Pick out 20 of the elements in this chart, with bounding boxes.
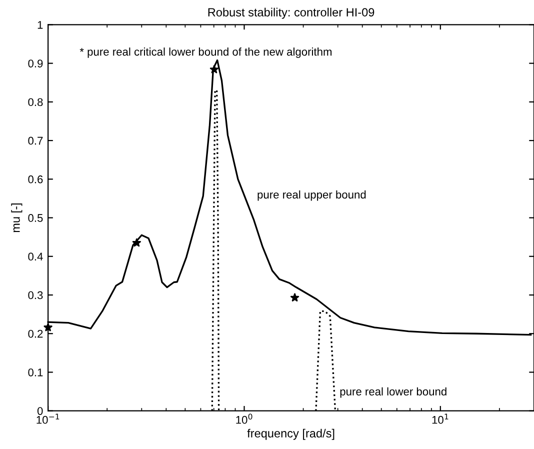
series-label: pure real lower bound xyxy=(340,387,446,398)
y-tick-label: 0.9 xyxy=(28,60,43,68)
y-tick-label: 0.1 xyxy=(28,368,43,376)
y-tick-label: 0.3 xyxy=(28,291,43,300)
chart-title: Robust stability: controller HI-09 xyxy=(208,8,374,19)
y-tick-label: 0.5 xyxy=(28,214,43,222)
y-axis-title: mu [-] xyxy=(11,204,22,232)
x-tick-label: 10$^{1}$ xyxy=(432,414,448,424)
x-tick-label: 10$^{0}$ xyxy=(236,414,252,424)
series-label: * pure real critical lower bound of the new algorithm xyxy=(80,48,332,58)
y-tick-label: 0.8 xyxy=(28,98,43,106)
y-tick-label: 1 xyxy=(38,21,43,29)
x-tick-label: 10$^{−1}$ xyxy=(36,414,60,424)
y-tick-label: 0.4 xyxy=(28,252,43,261)
y-tick-label: 0.7 xyxy=(28,136,43,145)
series-label: pure real upper bound xyxy=(258,190,366,201)
y-tick-label: 0.6 xyxy=(28,175,43,184)
x-axis-title: frequency [rad/s] xyxy=(247,428,334,440)
y-tick-label: 0 xyxy=(37,407,43,415)
y-tick-label: 0.2 xyxy=(28,330,43,338)
